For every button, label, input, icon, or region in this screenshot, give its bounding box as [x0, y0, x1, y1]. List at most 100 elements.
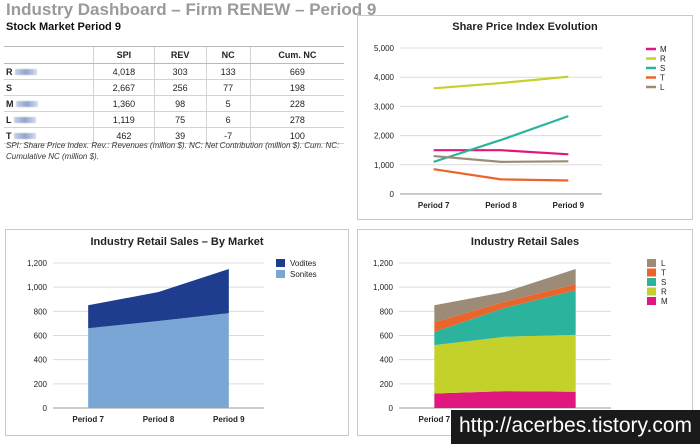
y-tick-label: 0	[389, 404, 394, 413]
legend-label-R: R	[661, 288, 667, 297]
y-tick-label: 1,000	[373, 283, 394, 292]
series-line-R	[433, 75, 569, 90]
cum-nc-cell: 228	[249, 95, 344, 112]
series-line-T	[433, 168, 569, 182]
x-tick-label: Period 9	[213, 415, 245, 424]
y-tick-label: 1,200	[27, 259, 48, 268]
column-header: Cum. NC	[249, 46, 344, 64]
series-area-Vodites	[88, 269, 229, 329]
x-tick-label: Period 9	[553, 201, 585, 210]
x-tick-label: Period 7	[419, 415, 451, 424]
column-header: SPI	[93, 46, 155, 64]
retail-by-market-panel: Industry Retail Sales – By Market 0 200 40…	[5, 229, 349, 436]
legend-swatch-L	[647, 259, 656, 267]
column-header	[4, 46, 94, 64]
spi-chart-title: Share Price Index Evolution	[452, 21, 598, 33]
y-tick-label: 1,000	[374, 161, 395, 170]
y-tick-label: 4,000	[374, 73, 395, 82]
retail-by-brand-panel: Industry Retail Sales 0 200 400 600 800 1,000…	[357, 229, 693, 436]
x-tick-label: Period 7	[418, 201, 450, 210]
table-row: T 462 39 -7 100	[4, 127, 344, 144]
y-tick-label: 800	[34, 307, 48, 316]
nc-cell: -7	[205, 127, 251, 144]
nc-cell: 5	[205, 95, 251, 112]
redacted-name-blur	[14, 69, 37, 76]
y-tick-label: 200	[34, 380, 48, 389]
table-row: S 2,667 256 77 198	[4, 79, 344, 96]
series-area-Sonites	[88, 313, 229, 408]
rev-cell: 303	[153, 63, 207, 80]
legend-swatch-T	[647, 268, 656, 277]
rev-cell: 75	[153, 111, 207, 128]
retail-market-chart-title: Industry Retail Sales – By Market	[90, 236, 264, 248]
y-tick-label: 200	[380, 380, 394, 389]
redacted-name-blur	[13, 117, 36, 124]
legend-label-Vodites: Vodites	[290, 259, 316, 268]
cum-nc-cell: 669	[249, 63, 344, 80]
cum-nc-cell: 278	[249, 111, 344, 128]
rev-cell: 39	[153, 127, 207, 144]
cum-nc-cell: 198	[249, 79, 344, 96]
cum-nc-cell: 100	[249, 127, 344, 144]
column-header: NC	[205, 46, 251, 64]
y-tick-label: 3,000	[374, 102, 395, 111]
legend-swatch-Sonites	[276, 270, 285, 278]
stock-market-subtitle: Stock Market Period 9	[6, 21, 121, 33]
spi-cell: 462	[93, 127, 155, 144]
y-tick-label: 400	[380, 356, 394, 365]
legend-label-Sonites: Sonites	[290, 270, 317, 279]
series-area-S	[434, 290, 576, 346]
y-tick-label: 600	[34, 332, 48, 341]
firm-name: M	[6, 98, 14, 109]
firm-name: R	[6, 66, 13, 77]
series-area-T	[434, 284, 576, 332]
x-tick-label: Period 7	[72, 415, 104, 424]
spi-cell: 4,018	[93, 63, 155, 80]
y-tick-label: 0	[390, 190, 395, 199]
legend-label-T: T	[660, 74, 665, 83]
rev-cell: 98	[153, 95, 207, 112]
rev-cell: 256	[153, 79, 207, 96]
y-tick-label: 800	[380, 307, 394, 316]
x-tick-label: Period 8	[485, 201, 517, 210]
retail-brand-chart-title: Industry Retail Sales	[470, 236, 580, 248]
table-footnote: SPI: Share Price Index. Rev.: Revenues (…	[6, 141, 340, 161]
series-line-S	[433, 115, 569, 163]
dashboard-title: Industry Dashboard – Firm RENEW – Period…	[6, 0, 377, 19]
y-tick-label: 2,000	[374, 132, 395, 141]
spi-cell: 1,360	[93, 95, 155, 112]
legend-label-L: L	[660, 83, 665, 92]
series-area-L	[434, 269, 576, 323]
series-area-R	[434, 334, 576, 394]
firm-name: S	[6, 82, 13, 93]
y-tick-label: 400	[34, 356, 48, 365]
legend-label-R: R	[660, 55, 666, 64]
spi-evolution-chart: 0 1,000 2,000 3,000 4,000 5,000 Period 7 Period…	[374, 44, 667, 210]
legend-label-S: S	[661, 278, 666, 287]
series-area-M	[434, 391, 576, 408]
legend-swatch-M	[647, 297, 656, 305]
stock-market-table: SPI REV NC Cum. NC R 4,018 303 133 669 S…	[4, 46, 344, 144]
redacted-name-blur	[13, 133, 36, 140]
y-tick-label: 600	[380, 332, 394, 341]
nc-cell: 6	[205, 111, 251, 128]
y-tick-label: 1,000	[27, 283, 48, 292]
spi-cell: 1,119	[93, 111, 155, 128]
nc-cell: 133	[205, 63, 251, 80]
table-header-row: SPI REV NC Cum. NC	[4, 46, 344, 64]
spi-cell: 2,667	[93, 79, 155, 96]
column-header: REV	[153, 46, 207, 64]
y-tick-label: 5,000	[374, 44, 395, 53]
legend-label-M: M	[661, 297, 668, 306]
legend-label-S: S	[660, 64, 665, 73]
y-tick-label: 0	[43, 404, 48, 413]
legend-swatch-S	[647, 278, 656, 286]
firm-name: T	[6, 130, 12, 141]
series-line-M	[433, 149, 569, 156]
y-tick-label: 1,200	[373, 259, 394, 268]
table-row: R 4,018 303 133 669	[4, 63, 344, 80]
table-row: L 1,119 75 6 278	[4, 111, 344, 128]
retail-by-market-chart: 0 200 400 600 800 1,000 1,200 Period 7 Period 8 P…	[27, 259, 317, 424]
firm-name: L	[6, 114, 12, 125]
